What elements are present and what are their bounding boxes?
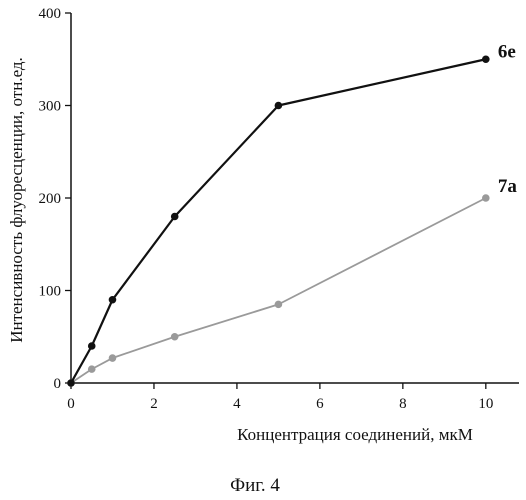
y-tick-label: 0 [54,376,62,392]
data-point-6e [109,296,117,304]
x-axis-title: Концентрация соединений, мкМ [237,425,473,444]
data-point-7a [88,365,96,373]
y-tick-label: 300 [39,99,62,115]
series-layer [67,55,489,386]
x-tick-label: 6 [316,396,324,412]
y-axis-title: Интенсивность флуоресценции, отн.ед. [7,57,26,343]
data-point-7a [171,333,179,341]
series-label-6e: 6e [498,41,516,62]
x-tick-label: 2 [150,396,158,412]
series-labels: 7a 6e [498,41,518,197]
data-point-7a [275,301,283,309]
series-line-7a [71,198,486,383]
x-tick-label: 0 [67,396,75,412]
y-tick-label: 200 [39,191,62,207]
data-point-6e [171,213,179,221]
axes [71,13,519,383]
y-ticks: 0 100 200 300 400 [39,6,72,392]
data-point-6e [482,55,490,63]
x-tick-label: 8 [399,396,407,412]
data-point-6e [88,342,96,350]
y-tick-label: 100 [39,284,62,300]
data-point-7a [482,194,490,202]
data-point-6e [67,379,75,387]
data-point-7a [109,354,117,362]
series-label-7a: 7a [498,176,518,197]
y-tick-label: 400 [39,6,62,22]
x-ticks: 0 2 4 6 8 10 [67,383,493,412]
figure-caption: Фиг. 4 [230,475,280,496]
x-tick-label: 10 [478,396,493,412]
x-tick-label: 4 [233,396,241,412]
data-point-6e [275,102,283,110]
